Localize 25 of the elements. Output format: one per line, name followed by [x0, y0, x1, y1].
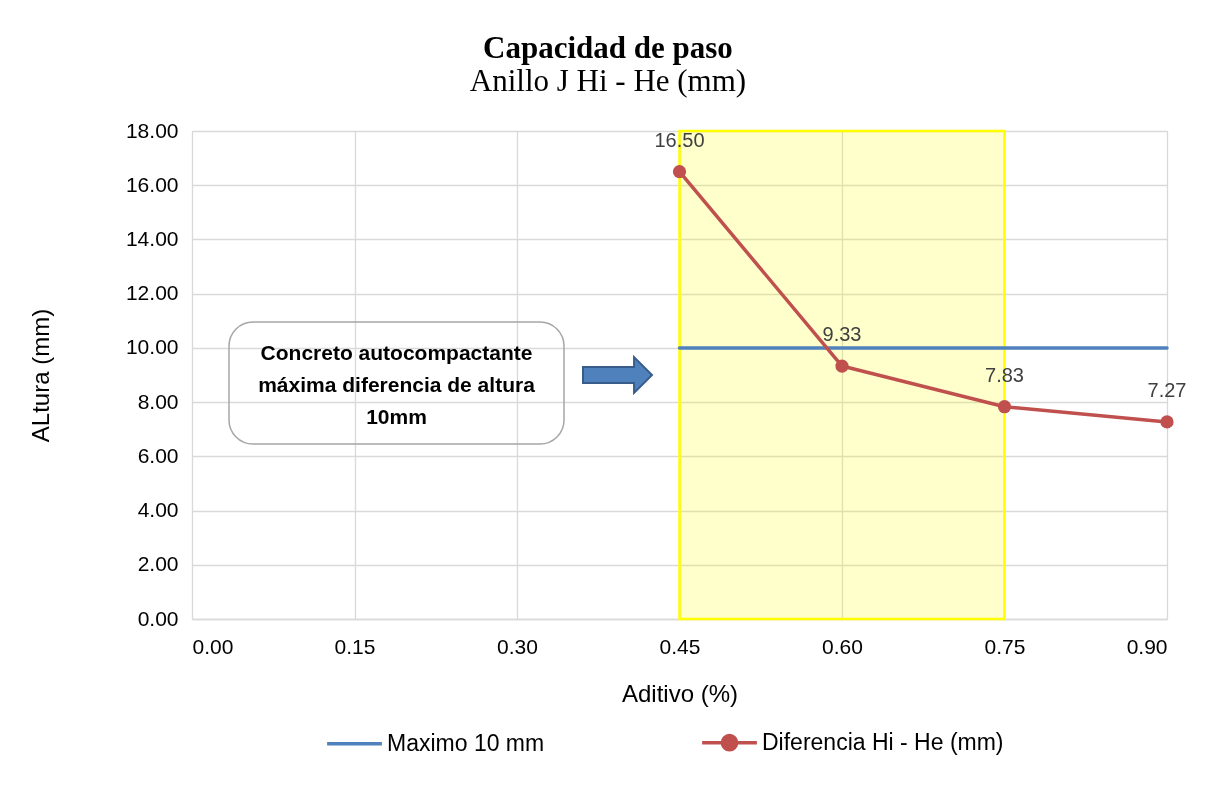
- annotation: Concreto autocompactante máxima diferencia de altura 10mm: [258, 341, 536, 428]
- y-tick-label: 2.00: [137, 552, 179, 576]
- y-tick-label: 10.00: [125, 335, 179, 359]
- y-tick-label: 6.00: [137, 443, 179, 467]
- data-label: 9.33: [822, 323, 862, 346]
- y-tick-label: 16.00: [125, 172, 179, 196]
- x-tick-label: 0.75: [984, 634, 1026, 658]
- y-tick-label: 18.00: [125, 118, 179, 142]
- x-tick-label: 0.30: [497, 634, 538, 658]
- x-tick-label: 0.45: [659, 634, 701, 658]
- x-tick-label: 0.00: [192, 634, 234, 658]
- y-tick-label: 14.00: [125, 226, 179, 250]
- chart-title: Capacidad de paso: [483, 30, 733, 65]
- legend-label: Maximo 10 mm: [387, 729, 545, 756]
- y-tick-label: 0.00: [137, 606, 179, 630]
- y-tick-label: 8.00: [137, 389, 179, 413]
- data-label: 7.27: [1147, 378, 1187, 401]
- y-axis-title: ALtura (mm): [26, 308, 54, 443]
- y-tick-label: 4.00: [137, 498, 179, 522]
- x-axis-title: Aditivo (%): [621, 679, 739, 707]
- x-tick-label: 0.90: [1126, 634, 1168, 658]
- y-tick-label: 12.00: [125, 281, 179, 305]
- x-tick-label: 0.15: [334, 634, 376, 658]
- legend-label: Diferencia Hi - He (mm): [762, 728, 1004, 755]
- x-tick-label: 0.60: [822, 634, 863, 658]
